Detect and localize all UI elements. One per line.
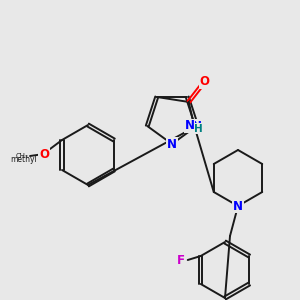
Text: H: H [194, 124, 203, 134]
Text: F: F [177, 254, 185, 266]
Text: O: O [39, 148, 49, 160]
Text: CH₃: CH₃ [16, 153, 28, 159]
Text: N: N [185, 119, 195, 133]
Text: N: N [233, 200, 243, 212]
Text: N: N [167, 137, 177, 151]
Text: N: N [192, 119, 202, 133]
Text: methyl: methyl [11, 154, 38, 164]
Text: O: O [200, 76, 210, 88]
